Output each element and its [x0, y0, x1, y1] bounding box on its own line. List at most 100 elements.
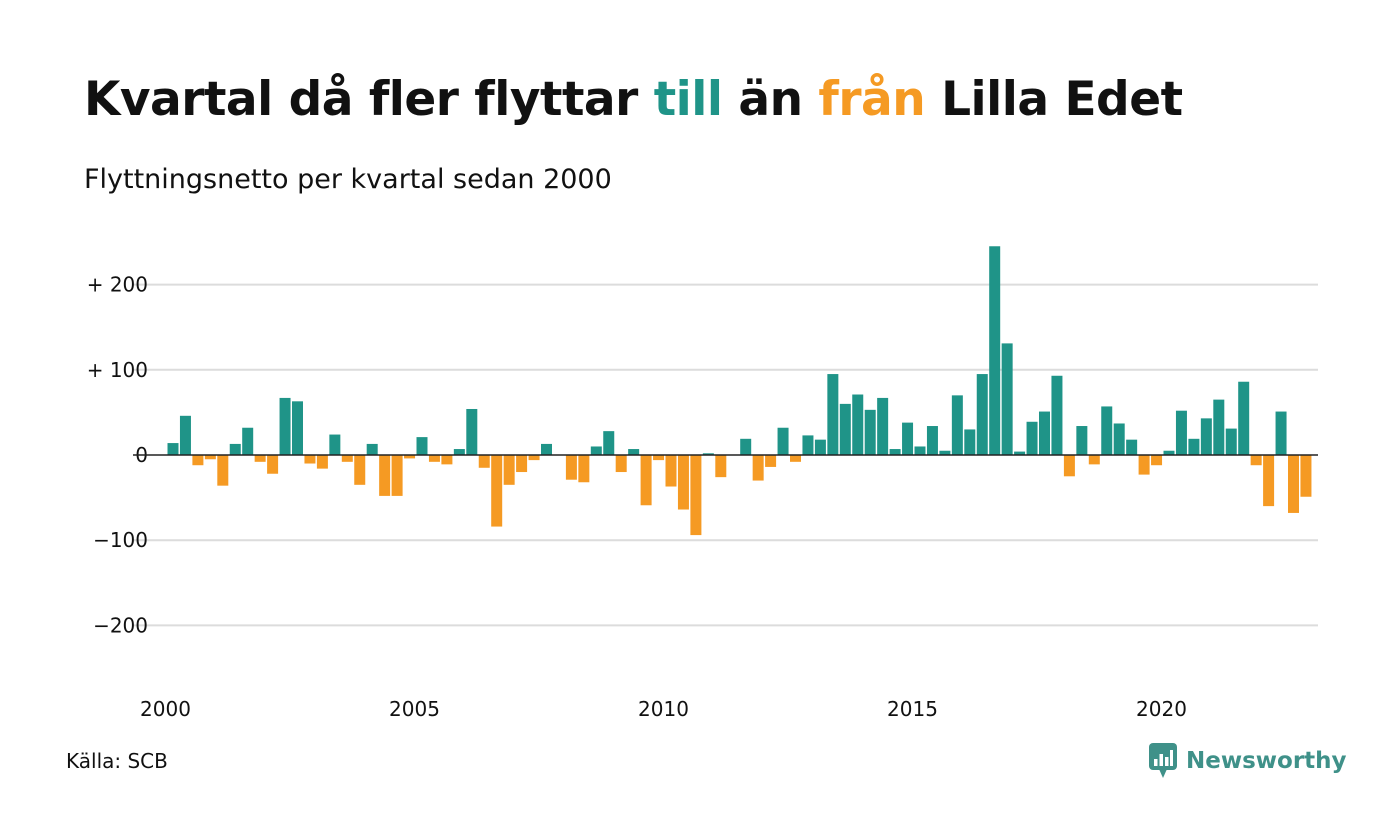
y-tick-label: + 200	[87, 273, 148, 297]
bar	[404, 455, 416, 459]
bar	[1063, 455, 1075, 477]
bar	[1026, 421, 1038, 455]
bar	[864, 409, 876, 455]
bar	[640, 455, 652, 506]
bar	[740, 438, 752, 455]
bar	[229, 443, 241, 455]
bar	[441, 455, 453, 465]
x-tick-label: 2005	[389, 697, 440, 721]
bar	[316, 455, 328, 469]
x-tick-label: 2020	[1136, 697, 1187, 721]
bar	[902, 422, 914, 455]
x-tick-label: 2015	[887, 697, 938, 721]
brand-logo: Newsworthy	[1148, 742, 1347, 780]
title-highlight-positive: till	[653, 72, 723, 127]
bar	[1188, 438, 1200, 455]
chart-title: Kvartal då fler flyttar till än från Lil…	[84, 72, 1183, 127]
bar	[839, 403, 851, 455]
bar	[1163, 450, 1175, 455]
bar	[827, 374, 839, 455]
bar	[852, 394, 864, 455]
bar	[428, 455, 440, 462]
bar	[1250, 455, 1262, 466]
bar	[964, 429, 976, 455]
title-highlight-negative: från	[818, 72, 926, 127]
y-tick-label: −100	[93, 528, 148, 552]
bar	[615, 455, 627, 473]
source-note: Källa: SCB	[66, 749, 168, 773]
bar	[715, 455, 727, 478]
bar	[453, 449, 465, 455]
bar	[379, 455, 391, 496]
bar	[926, 426, 938, 455]
bar	[802, 435, 814, 455]
bar	[565, 455, 577, 480]
bar	[777, 427, 789, 455]
bar	[1263, 455, 1275, 507]
bar	[391, 455, 403, 496]
bar	[416, 437, 428, 455]
bar	[1039, 411, 1050, 455]
bar	[204, 455, 216, 460]
bar	[1126, 439, 1138, 455]
bar	[914, 446, 926, 455]
bar	[1076, 426, 1088, 455]
bar	[814, 439, 826, 455]
bar	[1275, 411, 1287, 455]
bar	[1001, 343, 1013, 455]
bar	[1213, 399, 1225, 455]
bar	[939, 450, 951, 455]
bar	[653, 455, 665, 461]
bar	[292, 401, 303, 455]
bar	[765, 455, 777, 467]
y-tick-label: −200	[93, 613, 148, 637]
bar	[478, 455, 490, 468]
bar	[1014, 451, 1026, 455]
bar	[1151, 455, 1163, 466]
bar	[752, 455, 764, 481]
bar	[267, 455, 279, 474]
brand-name: Newsworthy	[1186, 748, 1347, 774]
x-tick-label: 2000	[140, 697, 191, 721]
bar	[989, 246, 1001, 455]
bar	[1225, 428, 1237, 455]
bar	[516, 455, 528, 473]
bar	[366, 443, 378, 455]
newsworthy-logo-icon	[1149, 743, 1177, 778]
bar	[1088, 455, 1100, 465]
x-tick-label: 2010	[638, 697, 689, 721]
bar	[341, 455, 353, 462]
bar	[304, 455, 316, 464]
bar	[677, 455, 689, 510]
y-tick-label: + 100	[87, 358, 148, 382]
bar	[192, 455, 204, 466]
bar	[528, 455, 540, 461]
bar	[329, 434, 341, 455]
bar	[690, 455, 702, 536]
bar	[877, 397, 889, 455]
bar	[254, 455, 266, 462]
bar	[1288, 455, 1299, 513]
bar	[491, 455, 503, 527]
bar	[578, 455, 590, 483]
bar	[603, 431, 615, 455]
bar	[889, 449, 901, 455]
bar	[1238, 381, 1250, 455]
bar	[354, 455, 366, 485]
bar	[976, 374, 988, 455]
bar	[466, 408, 478, 455]
bar	[1175, 410, 1187, 455]
bar	[628, 449, 640, 455]
bar	[951, 395, 963, 455]
bar	[167, 443, 179, 455]
bar	[590, 446, 602, 455]
bar	[665, 455, 677, 487]
bar	[541, 443, 552, 455]
bar	[217, 455, 229, 486]
bar	[1101, 406, 1113, 455]
bar	[279, 397, 291, 455]
chart-subtitle: Flyttningsnetto per kvartal sedan 2000	[84, 164, 612, 195]
bar	[179, 415, 191, 455]
bar	[1300, 455, 1312, 497]
